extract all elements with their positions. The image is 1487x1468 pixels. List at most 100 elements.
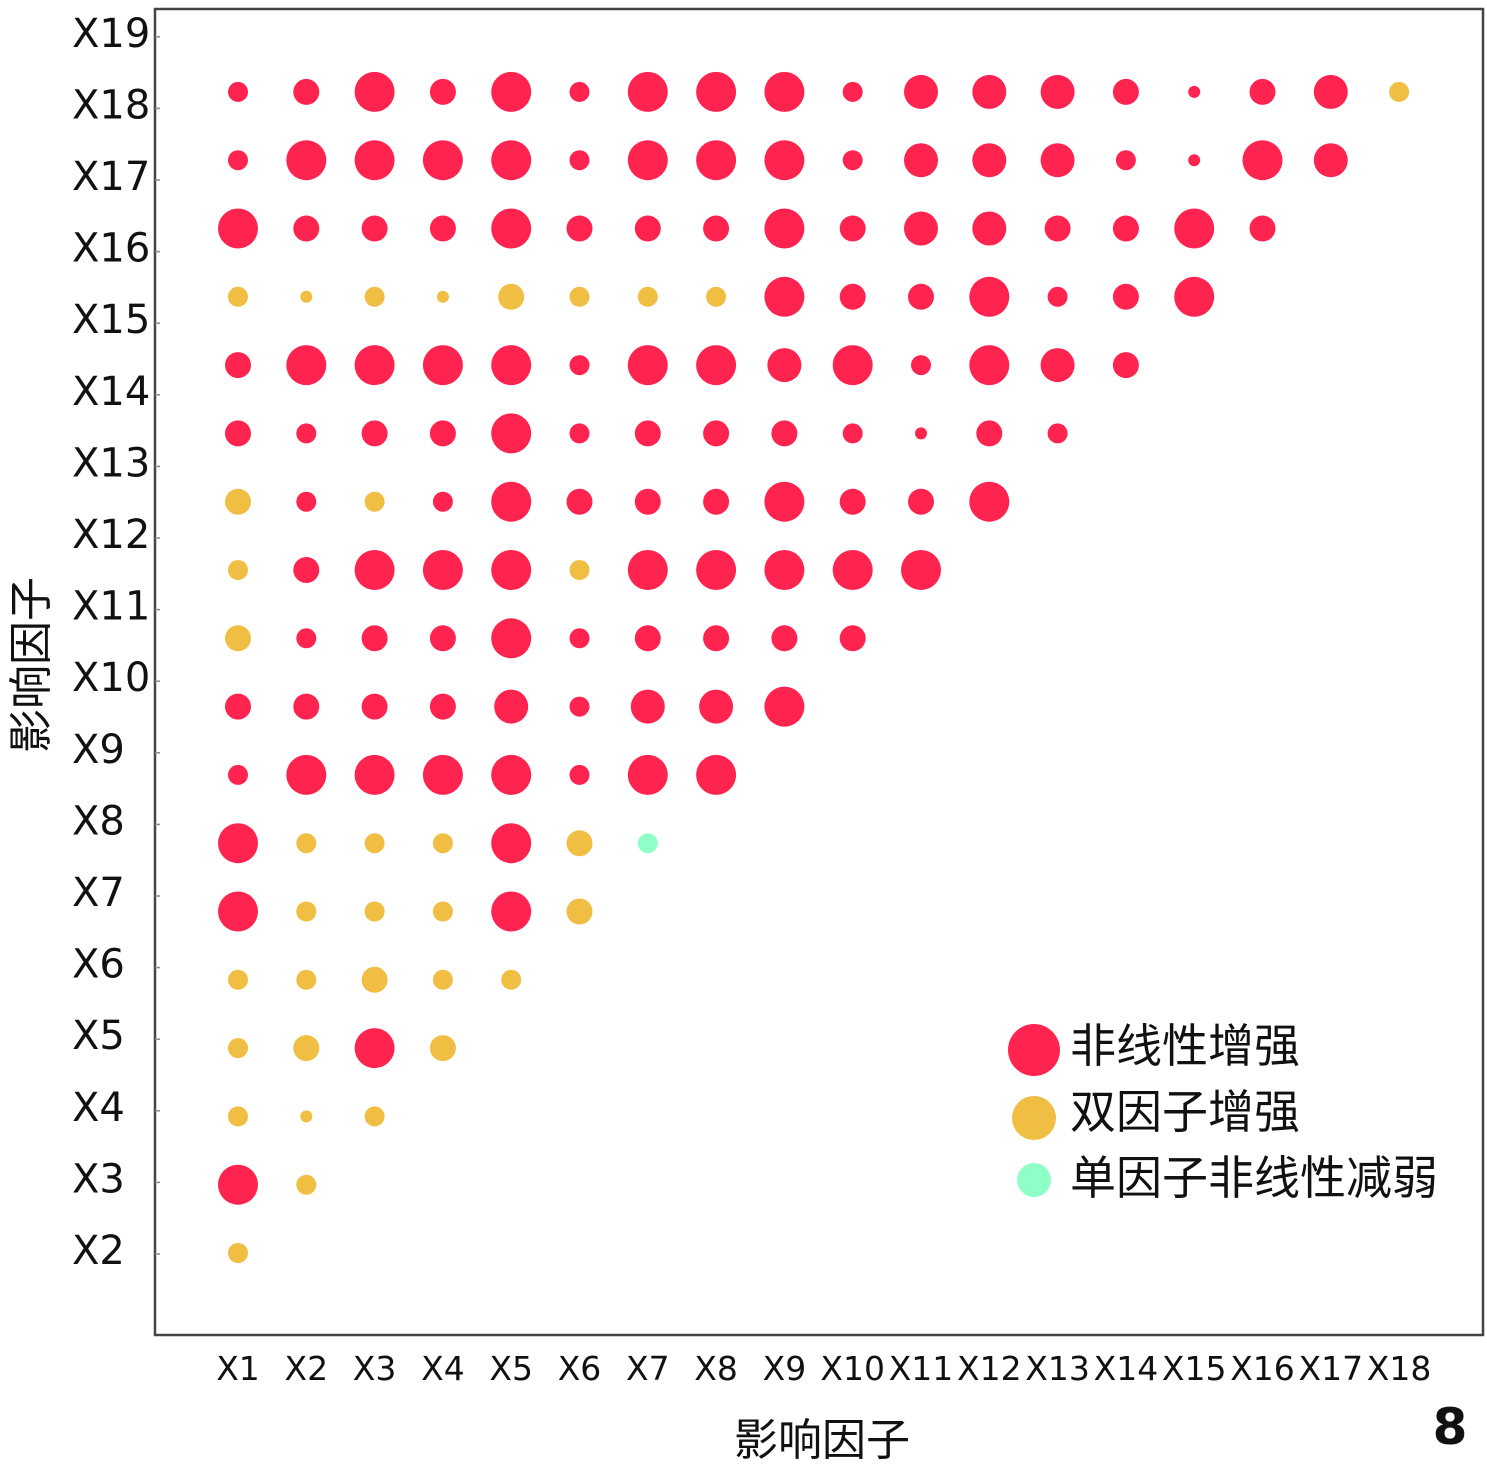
bubble-X9-X2 <box>286 754 327 795</box>
bubble-X14-X10 <box>842 423 863 444</box>
x-tick-X15: X15 <box>1162 1349 1227 1388</box>
bubble-X19-X6 <box>569 81 590 102</box>
bubble-X7-X2 <box>296 901 317 922</box>
bubble-X11-X9 <box>771 625 798 652</box>
bubble-X18-X4 <box>422 140 463 181</box>
bubble-X16-X12 <box>969 276 1010 317</box>
x-tick-X16: X16 <box>1230 1349 1295 1388</box>
bubble-X12-X3 <box>354 550 395 590</box>
bubble-X16-X4 <box>436 290 449 303</box>
bubble-X16-X6 <box>569 286 590 307</box>
bubble-X9-X8 <box>696 754 737 795</box>
bubble-X18-X2 <box>286 140 327 181</box>
bubble-X17-X7 <box>634 215 661 242</box>
bubble-X6-X3 <box>361 966 388 993</box>
y-tick-X10: X10 <box>72 655 150 701</box>
bubble-X19-X7 <box>627 71 668 112</box>
bubble-X11-X4 <box>429 625 456 652</box>
bubble-X5-X4 <box>429 1035 456 1062</box>
bubble-X13-X12 <box>969 481 1010 522</box>
x-tick-X9: X9 <box>763 1349 807 1388</box>
bubble-X18-X1 <box>228 150 248 171</box>
y-tick-X14: X14 <box>72 369 150 415</box>
bubble-X18-X8 <box>696 140 737 181</box>
bubble-X18-X17 <box>1313 143 1348 178</box>
bubble-X10-X5 <box>494 689 529 724</box>
legend-label-uni: 单因子非线性减弱 <box>1070 1151 1438 1205</box>
bubble-X17-X15 <box>1174 208 1215 249</box>
bubble-X19-X16 <box>1249 78 1276 105</box>
bubbles <box>218 71 1410 1263</box>
bubble-X18-X7 <box>627 140 668 181</box>
bubble-X19-X2 <box>293 78 320 105</box>
x-tick-X5: X5 <box>489 1349 533 1388</box>
bubble-X15-X1 <box>225 352 251 379</box>
bubble-X15-X5 <box>491 345 532 386</box>
bubble-X11-X6 <box>569 628 590 649</box>
bubble-X15-X12 <box>969 345 1010 386</box>
bubble-X17-X13 <box>1044 215 1071 242</box>
bubble-X14-X1 <box>225 420 251 447</box>
bubble-X8-X4 <box>432 833 453 854</box>
bubble-X8-X1 <box>218 823 258 864</box>
bubble-X9-X7 <box>627 754 668 795</box>
bubble-X13-X2 <box>296 491 317 512</box>
y-tick-X11: X11 <box>72 584 150 630</box>
bubble-X17-X12 <box>972 211 1007 246</box>
bubble-X11-X8 <box>703 625 730 652</box>
bubble-X16-X7 <box>637 286 658 307</box>
bubble-X17-X5 <box>491 208 532 249</box>
legend-label-nl: 非线性增强 <box>1070 1019 1300 1073</box>
x-tick-X3: X3 <box>353 1349 397 1388</box>
bubble-X15-X3 <box>354 345 395 386</box>
bubble-X16-X8 <box>706 286 727 307</box>
bubble-X18-X14 <box>1115 150 1136 171</box>
x-tick-X1: X1 <box>216 1349 260 1388</box>
bubble-X10-X4 <box>429 693 456 720</box>
bubble-X12-X1 <box>228 560 248 580</box>
bubble-X14-X11 <box>915 427 927 440</box>
x-tick-X10: X10 <box>820 1349 885 1388</box>
x-tick-X2: X2 <box>284 1349 328 1388</box>
bubble-X9-X1 <box>228 764 248 785</box>
bubble-X17-X6 <box>566 215 593 242</box>
bubble-X17-X11 <box>904 211 938 246</box>
bubble-X14-X13 <box>1047 423 1068 444</box>
bubble-X17-X8 <box>703 215 730 242</box>
x-tick-X17: X17 <box>1298 1349 1363 1388</box>
bubble-X12-X5 <box>491 550 532 590</box>
bubble-X10-X2 <box>293 693 320 720</box>
y-tick-X2: X2 <box>72 1228 125 1274</box>
bubble-X12-X10 <box>832 550 873 590</box>
bubble-X17-X14 <box>1112 215 1139 242</box>
x-tick-X13: X13 <box>1025 1349 1090 1388</box>
bubble-X13-X6 <box>566 488 593 515</box>
bubble-X14-X8 <box>703 420 730 447</box>
bubble-X8-X3 <box>364 833 385 854</box>
bubble-X6-X5 <box>501 969 522 990</box>
bubble-X19-X11 <box>904 74 938 109</box>
bubble-X19-X4 <box>429 78 456 105</box>
x-tick-X6: X6 <box>558 1349 602 1388</box>
legend-marker-bi <box>1012 1096 1056 1140</box>
y-tick-X15: X15 <box>72 297 150 343</box>
x-tick-X8: X8 <box>694 1349 738 1388</box>
bubble-X17-X1 <box>218 208 258 249</box>
bubble-X18-X6 <box>569 150 590 171</box>
bubble-X14-X4 <box>429 420 456 447</box>
bubble-X17-X9 <box>764 208 805 249</box>
bubble-X15-X14 <box>1112 352 1139 379</box>
bubble-X9-X5 <box>491 754 532 795</box>
y-tick-X12: X12 <box>72 512 150 558</box>
y-tick-X9: X9 <box>72 727 125 773</box>
y-axis-title: 影响因子 <box>6 577 57 753</box>
bubble-X18-X5 <box>491 140 532 181</box>
y-tick-X16: X16 <box>72 226 150 272</box>
bubble-X10-X8 <box>699 689 734 724</box>
bubble-X17-X2 <box>293 215 320 242</box>
bubble-X14-X2 <box>296 423 317 444</box>
bubble-X12-X9 <box>764 550 805 590</box>
bubble-X7-X6 <box>566 898 593 925</box>
bubble-X15-X2 <box>286 345 327 386</box>
